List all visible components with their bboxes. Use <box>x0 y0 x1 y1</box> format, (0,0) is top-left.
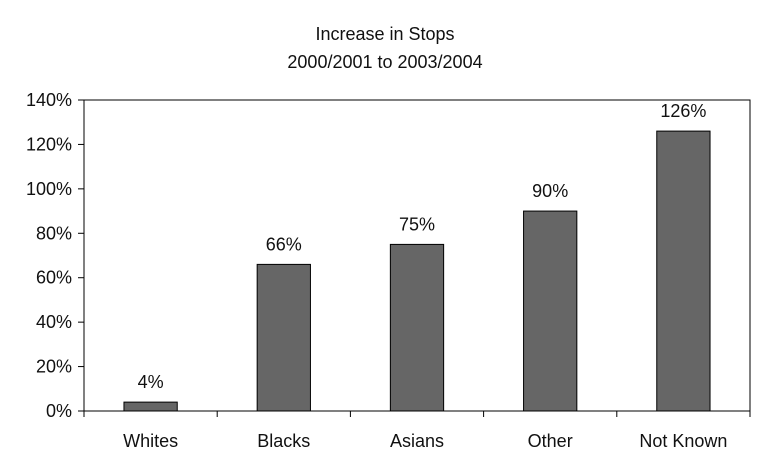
x-axis: Whites Blacks Asians Other Not Known <box>83 411 751 451</box>
y-axis: 0% 20% 40% 60% 80% 100% 120% 140% <box>26 90 84 421</box>
y-tick-label: 100% <box>26 179 72 199</box>
bar-series <box>123 130 711 412</box>
x-category-label: Asians <box>390 431 444 451</box>
y-tick-label: 120% <box>26 134 72 154</box>
data-label: 90% <box>532 181 568 201</box>
data-label: 66% <box>266 234 302 254</box>
data-label: 75% <box>399 214 435 234</box>
chart-title-line-1: Increase in Stops <box>315 24 454 44</box>
bar-blacks <box>256 263 311 412</box>
bar-other <box>523 210 578 412</box>
bar-not-known <box>656 130 711 412</box>
y-tick-label: 40% <box>36 312 72 332</box>
bar-whites <box>123 401 178 412</box>
x-category-label: Other <box>528 431 573 451</box>
y-tick-label: 60% <box>36 268 72 288</box>
x-category-label: Blacks <box>257 431 310 451</box>
data-labels: 4% 66% 75% 90% 126% <box>138 101 707 392</box>
data-label: 4% <box>138 372 164 392</box>
bar-asians <box>389 243 445 412</box>
chart-title-line-2: 2000/2001 to 2003/2004 <box>287 52 482 72</box>
data-label: 126% <box>660 101 706 121</box>
x-category-label: Not Known <box>639 431 727 451</box>
y-tick-label: 140% <box>26 90 72 110</box>
y-tick-label: 20% <box>36 357 72 377</box>
y-tick-label: 80% <box>36 223 72 243</box>
x-category-label: Whites <box>123 431 178 451</box>
y-tick-label: 0% <box>46 401 72 421</box>
